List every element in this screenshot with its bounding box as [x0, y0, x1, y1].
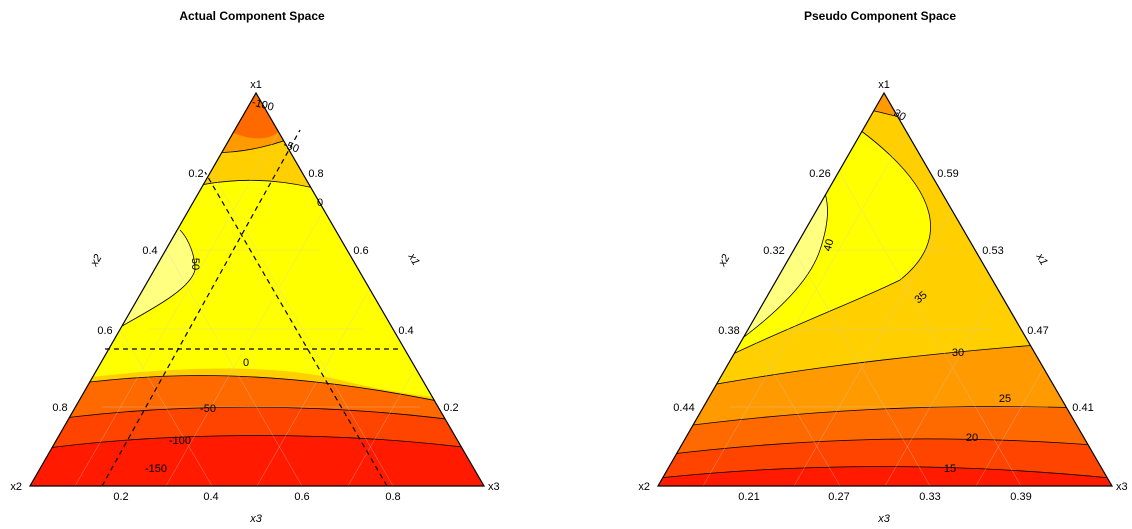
contour-line — [30, 435, 484, 456]
edge-bottom-label: x3 — [249, 513, 263, 525]
contour-label: -50 — [200, 403, 216, 415]
tick-right-2: 0.6 — [353, 245, 368, 257]
tick-right-3: 0.4 — [398, 325, 413, 337]
vertex-left-label: x2 — [638, 481, 650, 493]
contour-label: -100 — [169, 435, 191, 447]
contour-label: 30 — [952, 347, 964, 359]
tick-bottom-3: 0.33 — [919, 491, 940, 503]
contour-label: 20 — [966, 432, 978, 444]
vertex-right-label: x3 — [488, 481, 500, 493]
contour-label: 40 — [822, 238, 837, 253]
edge-left-label: x2 — [88, 252, 105, 269]
edge-left-label: x2 — [716, 252, 733, 269]
contour-label: 0 — [317, 197, 323, 209]
contour-label: 0 — [243, 357, 249, 369]
tick-bottom-4: 0.8 — [385, 491, 400, 503]
constraint-line-2 — [204, 171, 388, 487]
contour-label: -50 — [282, 139, 301, 156]
edge-right-label: x1 — [1033, 251, 1050, 268]
tick-right-3: 0.47 — [1027, 325, 1048, 337]
triangle-outline-actual — [28, 91, 486, 487]
contour-label: 50 — [189, 258, 201, 270]
tick-left-4: 0.8 — [52, 402, 67, 414]
tick-bottom-2: 0.4 — [203, 491, 218, 503]
title-pseudo: Pseudo Component Space — [804, 9, 956, 23]
contour-label: 30 — [891, 107, 908, 124]
title-actual: Actual Component Space — [179, 9, 325, 23]
triangle-outline-pseudo — [656, 91, 1114, 487]
tick-left-1: 0.2 — [188, 168, 203, 180]
tick-left-3: 0.6 — [97, 325, 112, 337]
tick-left-4: 0.44 — [673, 402, 694, 414]
tick-bottom-3: 0.6 — [294, 491, 309, 503]
tick-bottom-1: 0.2 — [113, 491, 128, 503]
contour-label: -150 — [145, 463, 167, 475]
tick-left-1: 0.26 — [809, 168, 830, 180]
contour-line — [114, 229, 196, 331]
panel-actual: Actual Component Space — [10, 9, 500, 525]
contour-line — [658, 438, 1112, 459]
contour-line — [699, 129, 931, 371]
constraint-lines — [101, 129, 400, 487]
edge-right-label: x1 — [405, 251, 422, 268]
contour-label: -100 — [251, 96, 275, 113]
tick-right-1: 0.8 — [308, 168, 323, 180]
tick-left-2: 0.32 — [763, 245, 784, 257]
contour-label: 25 — [999, 393, 1011, 405]
edge-bottom-label: x3 — [877, 513, 891, 525]
tick-left-3: 0.38 — [718, 325, 739, 337]
tick-right-1: 0.59 — [937, 168, 958, 180]
contour-label: 15 — [944, 463, 956, 475]
tick-bottom-4: 0.39 — [1010, 491, 1031, 503]
constraint-line-1 — [101, 129, 301, 487]
tick-bottom-1: 0.21 — [738, 491, 759, 503]
vertex-left-label: x2 — [10, 481, 22, 493]
contour-line — [739, 179, 828, 341]
tick-right-2: 0.53 — [982, 245, 1003, 257]
tick-right-4: 0.41 — [1072, 402, 1093, 414]
tick-bottom-2: 0.27 — [828, 491, 849, 503]
contour-line — [658, 466, 1112, 481]
tick-left-2: 0.4 — [142, 245, 157, 257]
vertex-top-label: x1 — [250, 79, 262, 91]
vertex-right-label: x3 — [1116, 481, 1128, 493]
vertex-top-label: x1 — [878, 79, 890, 91]
contour-lines-pseudo — [658, 109, 1112, 481]
panel-pseudo: Pseudo Component Space — [638, 9, 1128, 525]
tick-right-4: 0.2 — [443, 402, 458, 414]
contour-line — [658, 406, 1112, 433]
